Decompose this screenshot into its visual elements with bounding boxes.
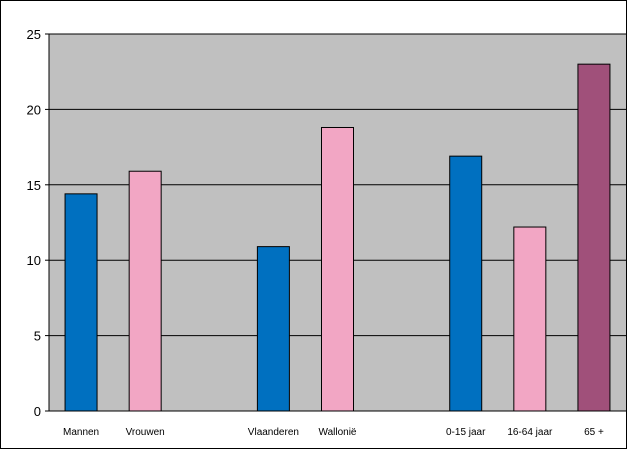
bar [513,226,547,412]
y-tick-label: 20 [27,102,41,117]
bars [64,63,611,412]
bar [449,155,483,412]
bar [64,193,98,412]
y-tick-label: 5 [34,329,41,344]
y-tick-label: 0 [34,404,41,419]
x-labels: Mannen Vrouwen Vlaanderen Wallonië 0-15 jaar… [63,427,604,438]
bar [128,170,162,412]
x-category-label: 16-64 jaar [507,427,553,438]
x-category-label: 0-15 jaar [446,427,486,438]
x-category-label: 65 + [584,427,604,438]
y-tick-label: 15 [27,178,41,193]
bar [577,63,611,412]
x-category-label: Vrouwen [126,427,165,438]
x-category-label: Wallonië [319,427,357,438]
x-category-label: Mannen [63,427,99,438]
bar [321,126,354,412]
x-category-label: Vlaanderen [248,427,299,438]
y-tick-label: 10 [27,253,41,268]
bar [256,246,290,412]
y-ticks: 0 5 10 15 20 25 [27,27,49,419]
y-tick-label: 25 [27,27,41,42]
